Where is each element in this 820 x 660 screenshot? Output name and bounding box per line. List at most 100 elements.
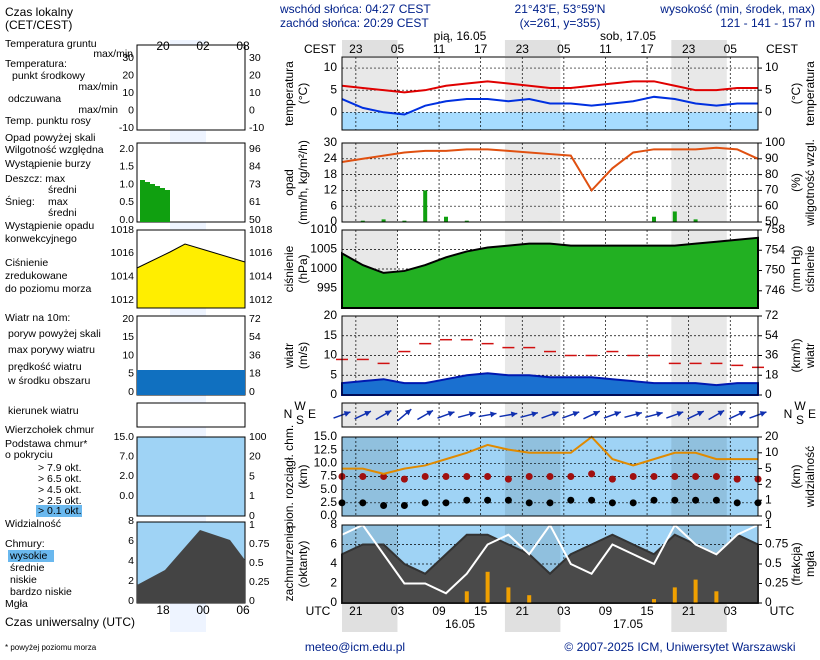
legend-label: > 6.5 okt. xyxy=(38,473,82,485)
legend-tick-left: 1012 xyxy=(111,294,135,306)
bar xyxy=(464,591,469,603)
dot xyxy=(525,499,533,507)
sunset: zachód słońca: 20:29 CEST xyxy=(280,16,429,30)
y2-axis-label: (km/h) xyxy=(789,339,803,373)
y-tick-label: 30 xyxy=(324,135,338,149)
legend-tick-right: 0 xyxy=(249,510,255,522)
bar xyxy=(527,595,532,603)
y-axis-label: (mm/h, kg/m²/h) xyxy=(296,140,310,225)
legend-label: max/min xyxy=(78,104,118,116)
utc-hour-label: 03 xyxy=(724,604,738,618)
y2-tick-label: 100 xyxy=(765,135,785,149)
line xyxy=(341,80,758,94)
y2-axis-label: (frakcja) xyxy=(789,542,803,585)
y2-tick-label: 1 xyxy=(765,492,772,506)
y2-tick-label: 758 xyxy=(765,222,785,236)
line xyxy=(341,146,759,193)
local-time-label: CEST xyxy=(766,42,799,56)
utc-hour-label: 15 xyxy=(640,604,654,618)
utc-hour-label: 09 xyxy=(599,604,613,618)
legend-label: do poziomu morza xyxy=(5,283,92,295)
panel-frame xyxy=(341,142,759,223)
legend-tick-right: 20 xyxy=(249,69,261,81)
legend-tick-right: 54 xyxy=(249,331,261,343)
dot xyxy=(442,499,450,507)
legend-tick-left: 0 xyxy=(128,386,134,398)
legend-rain xyxy=(165,190,170,222)
y2-axis-label: temperatura xyxy=(803,61,817,126)
dot xyxy=(546,499,554,507)
arrow-head xyxy=(531,411,538,418)
legend-label: wysokie xyxy=(9,550,48,562)
legend-label: max xyxy=(48,196,69,208)
night-band-bottom xyxy=(671,604,727,632)
bar xyxy=(672,211,677,222)
bar xyxy=(444,216,448,222)
y-tick-label: 10 xyxy=(324,348,338,362)
night-band xyxy=(504,143,561,222)
local-time-label: CEST xyxy=(304,42,337,56)
legend-label: punkt środkowy xyxy=(12,70,86,82)
y-tick-label: 0 xyxy=(330,595,337,609)
legend-label: Wiatr na 10m: xyxy=(5,312,70,324)
y-tick-label: 6 xyxy=(330,537,337,551)
legend-label: poryw powyżej skali xyxy=(8,328,101,340)
dot xyxy=(442,473,450,480)
legend-rain xyxy=(150,184,155,222)
y-tick-label: 20 xyxy=(324,308,338,322)
dot xyxy=(421,499,429,507)
dot xyxy=(692,496,700,504)
legend-wind xyxy=(137,370,245,395)
legend-label: Temperatura gruntu xyxy=(5,38,97,50)
dot xyxy=(671,496,679,504)
legend-rain xyxy=(140,180,145,222)
night-band-top xyxy=(342,40,398,56)
wind-arrow xyxy=(478,411,497,418)
dot xyxy=(359,499,367,507)
arrow-head xyxy=(510,411,518,418)
legend-tick-right: 0.5 xyxy=(249,557,264,569)
legend-tick-left: 8 xyxy=(128,515,134,527)
legend-label: kierunek wiatru xyxy=(8,405,79,417)
y-tick-label: 1005 xyxy=(310,242,337,256)
wind-arrow xyxy=(437,411,455,419)
dot xyxy=(629,473,637,480)
legend-label: średni xyxy=(48,184,77,196)
legend-label: Chmury: xyxy=(5,538,45,550)
legend-tick-right: 1 xyxy=(249,490,255,502)
legend-tick-right: 1014 xyxy=(249,270,273,282)
y2-tick-label: 1 xyxy=(765,517,772,531)
legend-tick-right: 0.75 xyxy=(249,538,270,550)
coordinates: 21°43'E, 53°59'N xyxy=(515,2,606,16)
legend-local-hour: 02 xyxy=(196,39,210,53)
wind-arrow xyxy=(375,409,392,421)
wind-arrow xyxy=(397,408,412,422)
wind-arrow xyxy=(583,410,601,420)
bar xyxy=(402,220,407,222)
dot xyxy=(525,473,533,480)
y-tick-label: 2 xyxy=(330,576,337,590)
local-hour-label: 17 xyxy=(474,42,488,56)
bar xyxy=(381,219,386,222)
y2-tick-label: 0 xyxy=(765,508,772,522)
legend-tick-left: 20 xyxy=(122,313,134,325)
y2-tick-label: 50 xyxy=(765,214,779,228)
y2-tick-label: 60 xyxy=(765,198,779,212)
legend-tick-right: 61 xyxy=(249,196,261,208)
y2-axis-label: widzialność xyxy=(803,446,817,508)
legend-label: Deszcz: max xyxy=(5,173,66,185)
utc-hour-label: 15 xyxy=(474,604,488,618)
legend-tick-right: 96 xyxy=(249,143,261,155)
cover-panel: 0 2 4 6 8 0 0.25 0.5 0.75 1 zachmurzenie (oktanty) (… xyxy=(282,517,817,609)
wind-arrow xyxy=(562,411,580,419)
bar xyxy=(423,190,428,222)
compass-label: E xyxy=(808,407,816,421)
legend-tick-right: 50 xyxy=(249,214,261,226)
bar xyxy=(652,599,656,603)
utc-label: UTC xyxy=(306,604,331,618)
panel-frame xyxy=(341,229,759,309)
arrow-head xyxy=(384,410,392,417)
